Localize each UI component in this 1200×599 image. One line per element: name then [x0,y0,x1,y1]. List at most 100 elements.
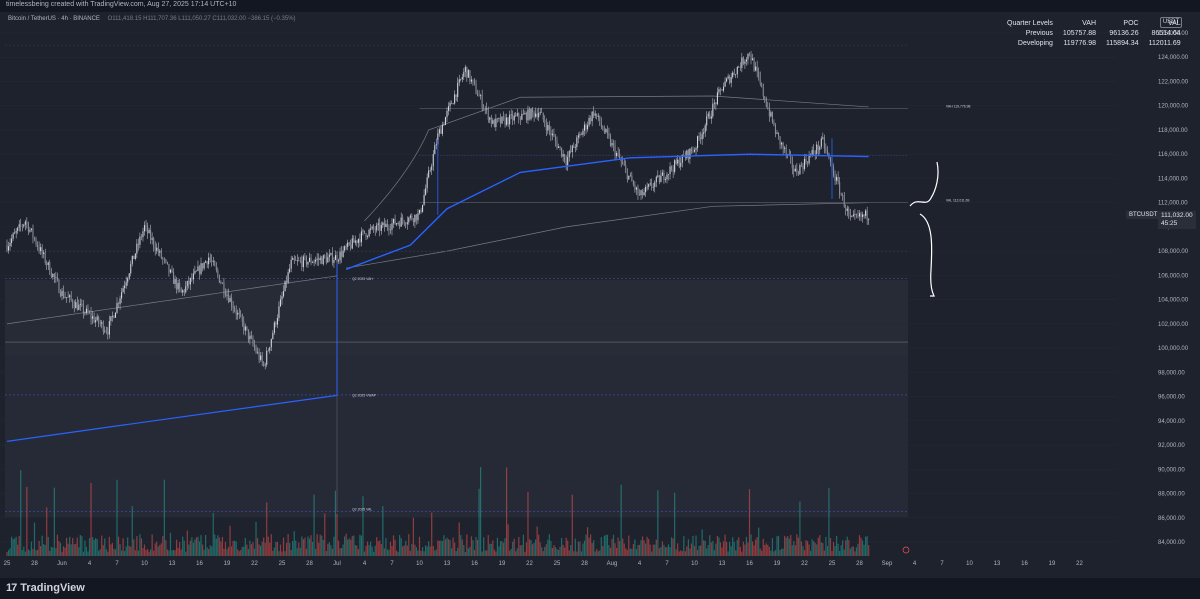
volume-bar [279,544,282,556]
candle-body [579,134,581,136]
x-tick-label: 16 [196,561,203,567]
table-row: Previous 105757.88 96136.26 86514.64 [1002,28,1186,38]
candle-body [153,238,155,247]
y-tick-label: 84,000.00 [1158,540,1185,546]
volume-bar [825,537,827,556]
volume-bar [366,541,369,556]
volume-bar [834,545,836,556]
candle-body [328,254,330,258]
candle-body [700,137,702,140]
candle-body [422,204,424,212]
candle-body [658,175,660,183]
candle-body [693,149,696,152]
y-tick-label: 102,000.00 [1158,322,1189,328]
candle-body [315,259,317,262]
candle-body [377,223,379,226]
candle-body [414,214,416,223]
volume-bar [307,536,309,556]
candle-body [67,296,69,298]
candle-body [215,266,217,270]
candle-body [405,223,407,225]
volume-bar [376,537,378,556]
volume-bar [811,539,813,556]
candle-body [557,146,560,148]
volume-bar [328,542,330,556]
candle-body [151,238,153,240]
volume-bar [50,546,52,556]
volume-bar [284,551,286,556]
volume-bar [681,551,683,556]
table-cell: Developing [1017,39,1053,47]
volume-bar [301,536,303,556]
volume-bar [250,544,253,556]
candle-body [648,184,650,187]
volume-bar [23,546,25,556]
volume-bar [573,551,575,556]
volume-bar [513,538,515,556]
candle-body [157,247,159,253]
candle-body [860,213,862,217]
volume-bar [826,546,829,556]
volume-bar [362,496,364,556]
candle-body [232,306,234,309]
candle-body [412,219,414,223]
volume-bar [535,539,537,556]
candle-body [597,115,599,117]
volume-bar [249,540,251,556]
candle-body [127,278,129,283]
volume-bar [753,545,755,556]
caption-bar: timelessbeing created with TradingView.c… [0,0,1200,12]
candle-body [428,170,430,178]
volume-bar [791,545,793,556]
vwap-q2 [6,394,338,442]
volume-bar [695,535,697,556]
currency-selector[interactable]: USDT [1160,17,1182,28]
symbol-legend[interactable]: Bitcoin / TetherUS · 4h · BINANCE O111,4… [8,16,296,22]
table-header-row: Quarter Levels VAH POC VAL [1002,18,1186,28]
volume-bar [484,550,486,556]
candle-body [817,144,819,150]
volume-bar [434,550,436,556]
volume-bar [751,541,754,556]
volume-bar [748,489,751,556]
candle-body [713,102,715,104]
y-tick-label: 122,000.00 [1158,79,1189,85]
candle-body [400,217,402,227]
candle-body [671,166,673,170]
candle-body [852,214,854,217]
candle-body [159,250,161,253]
x-tick-label: 13 [444,561,451,567]
volume-bar [571,494,573,556]
candle-body [814,153,816,154]
volume-bar [519,545,521,556]
volume-bar [645,543,647,556]
candle-body [113,315,115,318]
volume-bar [69,536,71,556]
tradingview-logo[interactable]: 17 TradingView [6,582,85,594]
volume-bar [687,539,689,556]
volume-bar [560,537,563,556]
volume-bar [704,540,706,556]
volume-bar [391,545,393,556]
candle-body [697,136,699,149]
candle-body [765,101,767,107]
candle-body [698,136,700,138]
candle-body [104,330,106,332]
volume-bar [350,539,352,556]
volume-bar [510,548,512,556]
volume-bar [275,541,277,556]
candle-body [62,290,65,298]
volume-bar [660,547,662,556]
candle-body [568,151,570,158]
candle-body [279,299,282,307]
volume-bar [735,550,737,556]
volume-bar [553,545,555,556]
volume-bar [469,546,471,556]
volume-bar [315,548,317,556]
volume-bar [324,513,326,556]
volume-bar [174,550,176,556]
candle-body [781,142,783,145]
candle-body [451,102,453,105]
volume-bar [790,534,792,556]
